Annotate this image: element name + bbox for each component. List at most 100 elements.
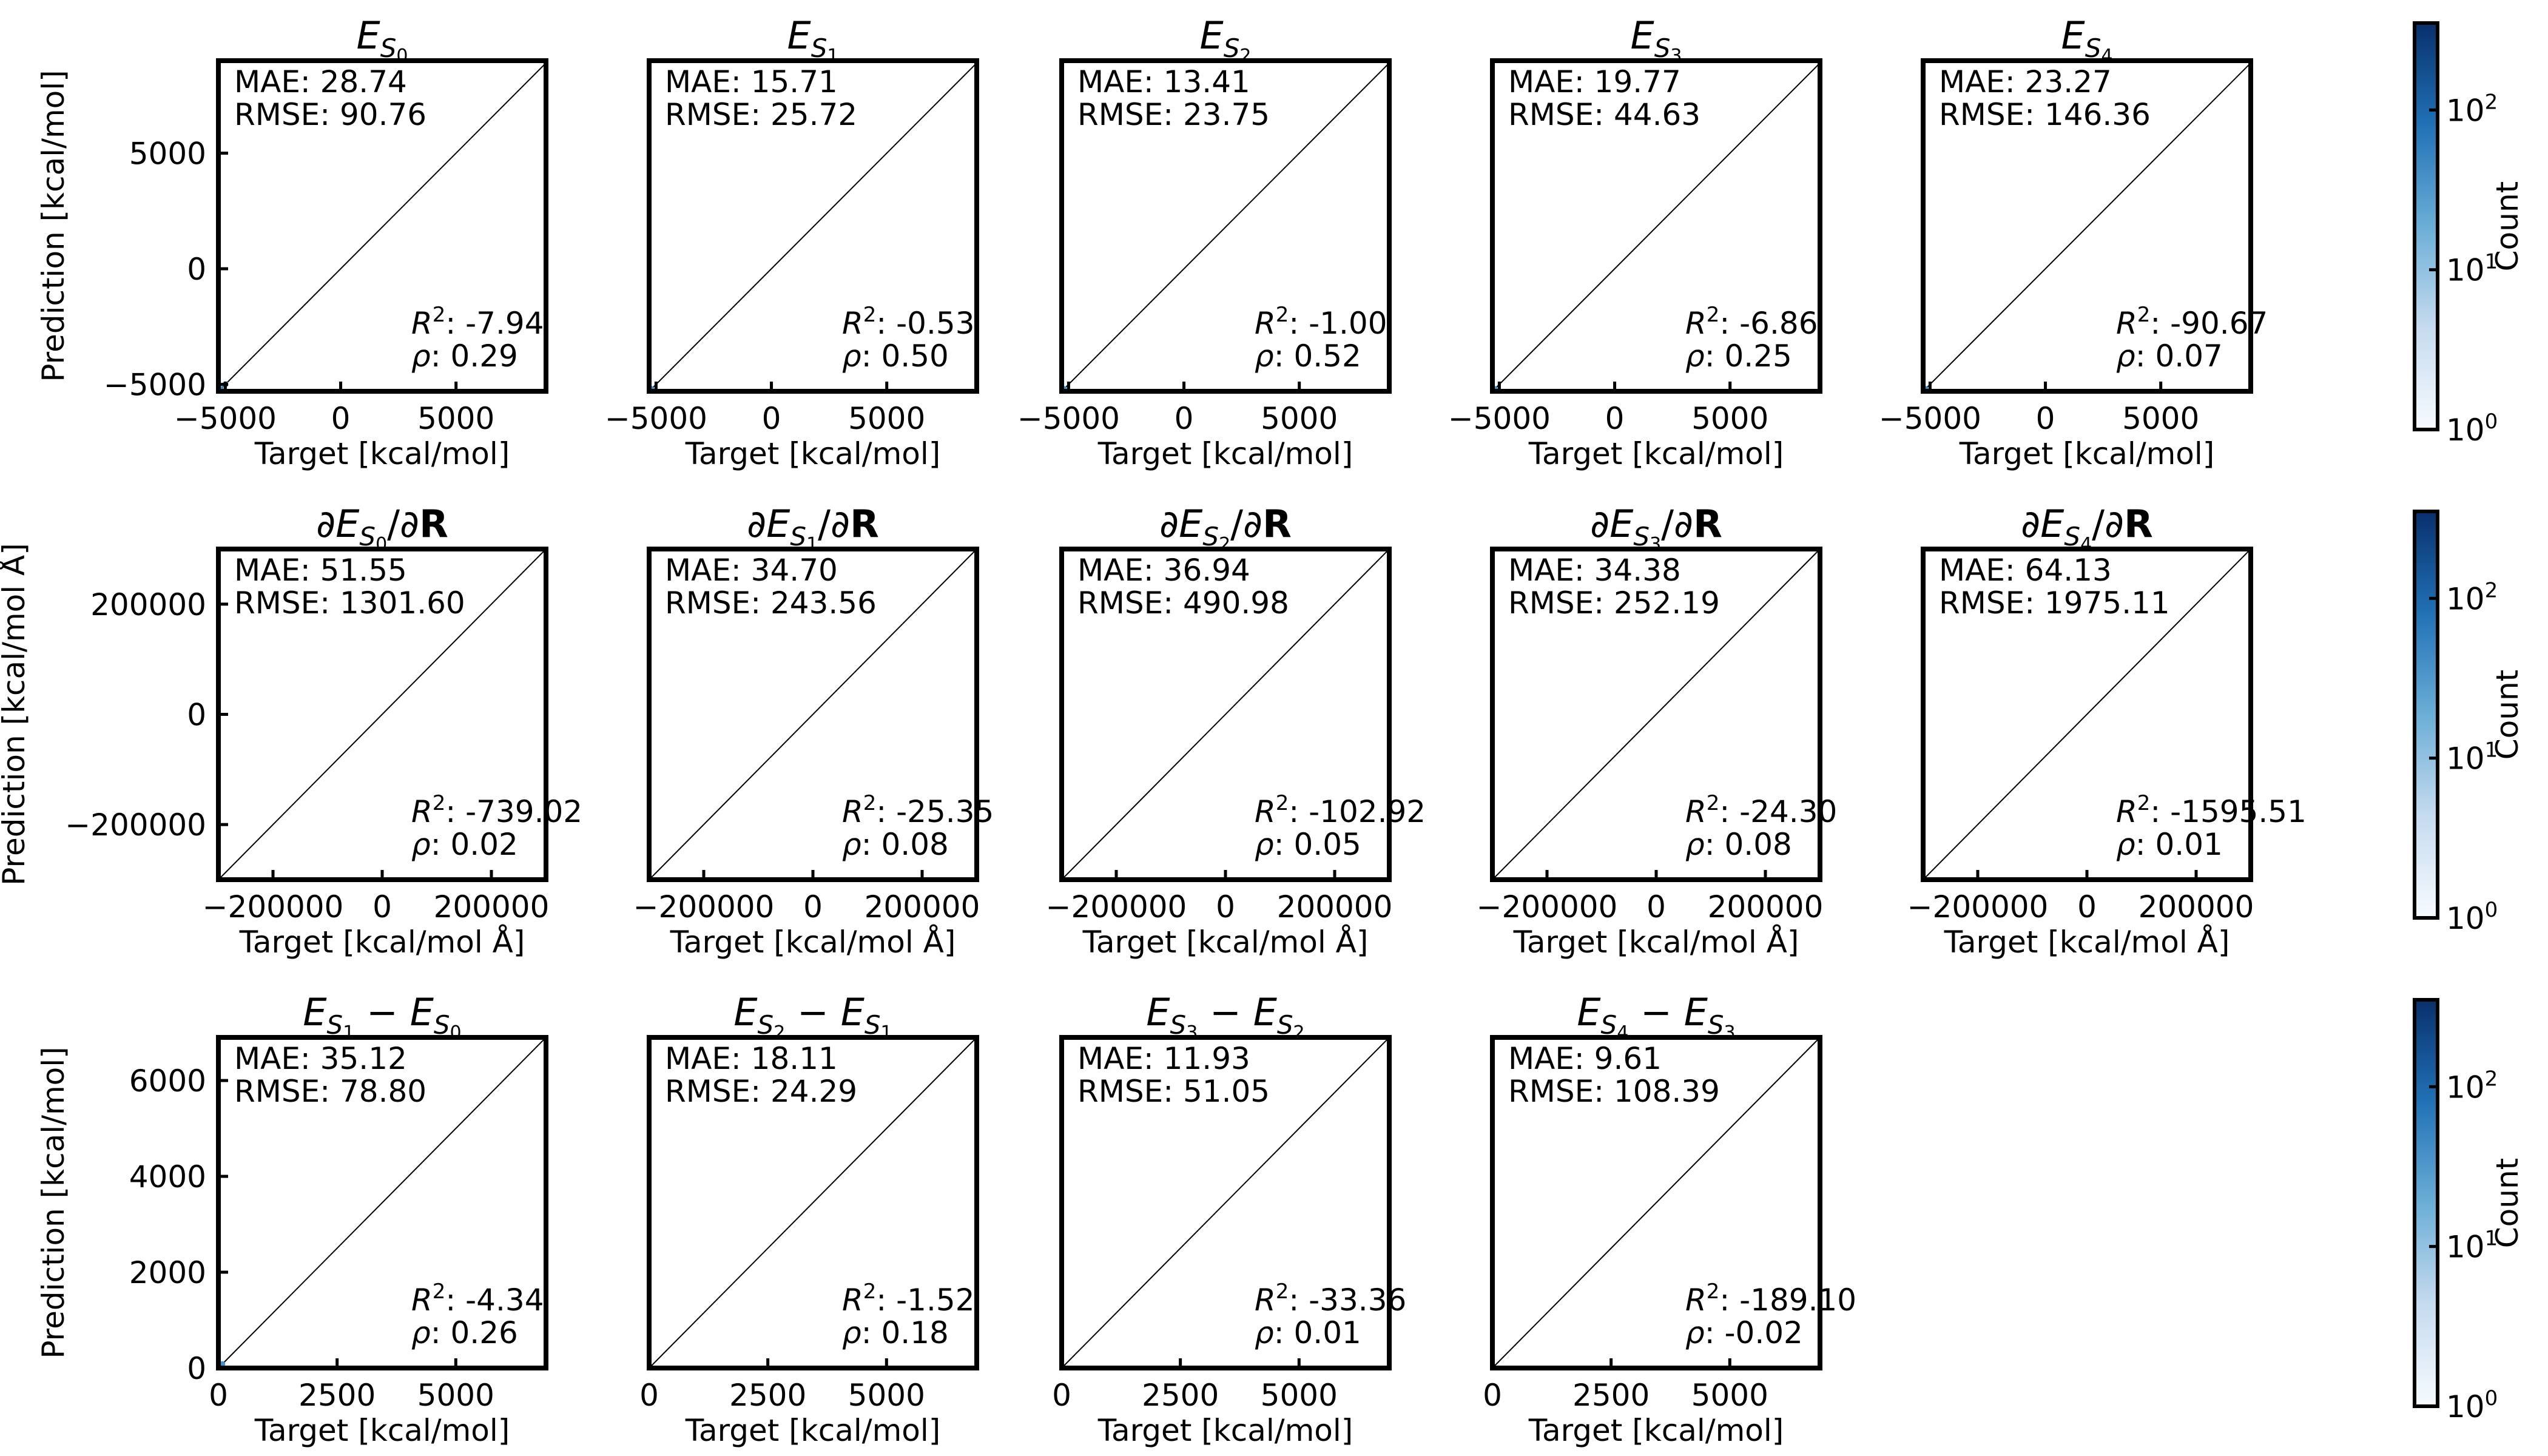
rho-annotation: ρ: 0.50 <box>842 339 949 374</box>
rho-annotation: ρ: 0.07 <box>2116 339 2223 374</box>
r2-symbol: R <box>1685 1282 1707 1318</box>
title-symbol: /∂ <box>818 502 850 546</box>
identity-line <box>1492 548 1821 880</box>
x-tick-label: 200000 <box>864 889 980 925</box>
x-tick-label: 5000 <box>848 401 925 436</box>
identity-line <box>1061 548 1390 880</box>
title-subsubscript: 3 <box>1724 1022 1736 1043</box>
colorbar-tick-exponent: 2 <box>2485 578 2498 602</box>
x-tick-label: −5000 <box>1448 401 1551 436</box>
r2-exponent: 2 <box>863 791 877 815</box>
title-symbol: /∂ <box>2092 502 2124 546</box>
mae-annotation: MAE: 11.93 <box>1077 1041 1250 1076</box>
x-tick-label: 200000 <box>2138 889 2254 925</box>
r2-annotation: R2: -90.67 <box>2116 303 2268 341</box>
title-subsubscript: 3 <box>1670 46 1682 67</box>
identity-line <box>218 548 547 880</box>
title-subscript: S <box>1654 33 1671 63</box>
x-tick-label: −200000 <box>1907 889 2049 925</box>
title-subsubscript: 4 <box>1617 1022 1628 1043</box>
x-tick-label: 200000 <box>1708 889 1824 925</box>
title-symbol: E <box>841 990 865 1034</box>
colorbar-tick-label: 101 <box>2446 738 2498 777</box>
x-tick-label: −200000 <box>203 889 344 925</box>
axes-frame <box>216 58 548 394</box>
rmse-annotation: RMSE: 243.56 <box>665 585 877 621</box>
y-axis-label: Prediction [kcal/mol] <box>36 1046 71 1358</box>
r2-symbol: R <box>411 1282 433 1318</box>
r2-exponent: 2 <box>433 791 446 815</box>
title-symbol: /∂ <box>1230 502 1262 546</box>
x-tick-label: 0 <box>1483 1378 1502 1413</box>
identity-line <box>1061 62 1390 392</box>
colorbar-tick-exponent: 2 <box>2485 90 2498 114</box>
title-symbol: ∂ <box>2021 502 2040 546</box>
title-subsubscript: 1 <box>343 1022 354 1043</box>
x-tick-label: −200000 <box>1046 889 1187 925</box>
x-tick-label: 2500 <box>1142 1378 1219 1413</box>
r2-exponent: 2 <box>2137 791 2151 815</box>
rmse-annotation: RMSE: 78.80 <box>234 1074 426 1109</box>
title-subscript: S <box>1708 1010 1724 1040</box>
title-subscript: S <box>1170 1010 1187 1040</box>
identity-line <box>1492 1037 1821 1369</box>
subplot-title: ∂ES0/∂R <box>316 502 448 555</box>
r2-annotation: R2: -102.92 <box>1255 791 1426 829</box>
title-symbol: ∂ <box>1159 502 1179 546</box>
title-symbol: − <box>785 990 840 1034</box>
x-tick-label: 0 <box>639 1378 659 1413</box>
title-symbol: E <box>1577 990 1601 1034</box>
r2-symbol: R <box>411 306 433 341</box>
colorbar-label: Count <box>2490 1158 2525 1249</box>
title-symbol: E <box>2061 13 2086 58</box>
r2-value: : -1.52 <box>876 1282 974 1318</box>
title-subsubscript: 4 <box>2080 534 2092 555</box>
colorbar-tick-label: 102 <box>2446 578 2498 616</box>
x-tick-label: 0 <box>209 1378 228 1413</box>
x-tick-label: −5000 <box>174 401 277 436</box>
subplot-title: ∂ES4/∂R <box>2021 502 2153 555</box>
rho-symbol: ρ <box>1685 827 1705 862</box>
title-subsubscript: 2 <box>1293 1022 1305 1043</box>
r2-value: : -189.10 <box>1719 1282 1856 1318</box>
x-tick-label: 0 <box>2077 889 2097 925</box>
subplot-title: ES1 − ES0 <box>303 990 461 1043</box>
r2-value: : -24.30 <box>1719 794 1837 829</box>
x-tick-label: 5000 <box>848 1378 925 1413</box>
rho-value: : 0.29 <box>431 339 518 374</box>
title-symbol: − <box>354 990 410 1034</box>
subplot-title: ∂ES1/∂R <box>747 502 879 555</box>
rho-symbol: ρ <box>1685 339 1705 374</box>
identity-line <box>649 548 977 880</box>
title-subsubscript: 4 <box>2101 46 2112 67</box>
colorbar-tick-exponent: 1 <box>2485 250 2498 274</box>
rho-value: : 0.07 <box>2135 339 2223 374</box>
y-tick-label: 0 <box>187 1351 206 1386</box>
title-subsubscript: 1 <box>827 46 838 67</box>
r2-annotation: R2: -1.52 <box>842 1279 975 1318</box>
identity-line <box>218 1037 547 1369</box>
title-symbol: R <box>1262 502 1292 546</box>
title-symbol: ∂ <box>747 502 766 546</box>
r2-value: : -25.35 <box>876 794 994 829</box>
x-tick-label: 0 <box>803 889 823 925</box>
title-subscript: S <box>2064 522 2080 551</box>
rho-annotation: ρ: 0.05 <box>1255 827 1361 862</box>
r2-exponent: 2 <box>2137 303 2151 327</box>
title-subscript: S <box>864 1010 881 1040</box>
colorbar-tick-base: 10 <box>2446 901 2485 936</box>
r2-annotation: R2: -1.00 <box>1255 303 1387 341</box>
title-symbol: E <box>2040 502 2064 546</box>
r2-annotation: R2: -189.10 <box>1685 1279 1856 1318</box>
y-tick-label: 5000 <box>129 136 206 171</box>
x-tick-label: 5000 <box>1691 401 1768 436</box>
title-symbol: R <box>419 502 448 546</box>
rho-annotation: ρ: 0.18 <box>842 1315 949 1350</box>
x-axis-label: Target [kcal/mol] <box>1097 436 1353 471</box>
axes-frame <box>1921 58 2253 394</box>
identity-line <box>649 62 977 392</box>
y-tick-label: −5000 <box>104 368 206 403</box>
rmse-annotation: RMSE: 1975.11 <box>1939 585 2170 621</box>
title-symbol: E <box>1253 990 1278 1034</box>
